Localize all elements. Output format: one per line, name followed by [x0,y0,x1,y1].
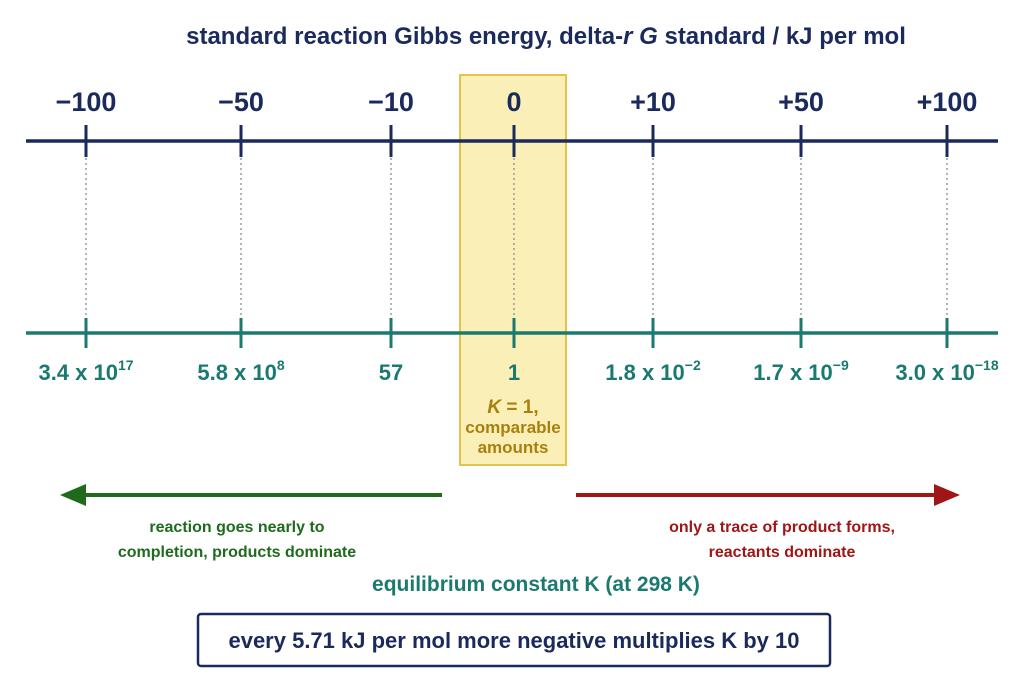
left-note-line2: completion, products dominate [118,544,356,561]
k-value-mantissa: 57 [379,360,403,385]
title-g-symbol: G [639,23,658,50]
k-value-label: 5.8 x 108 [197,357,285,385]
delta-g-tick-label: −50 [218,87,264,117]
k-value-mantissa: 3.4 x 10 [38,360,118,385]
delta-g-tick-label: +100 [917,87,978,117]
delta-g-tick-label: −10 [368,87,414,117]
summary-text: every 5.71 kJ per mol more negative mult… [228,628,799,653]
k-value-exponent: −18 [975,357,999,373]
k-value-exponent: −2 [685,357,701,373]
k-value-label: 1.8 x 10−2 [605,357,701,385]
k-value-mantissa: 1.7 x 10 [753,360,833,385]
k-value-exponent: 8 [277,357,285,373]
delta-g-ticks: −100 −50 −10 0 +10 +50 +100 [56,87,978,157]
k-value-label: 3.4 x 1017 [38,357,133,385]
k-value-mantissa: 1 [508,360,520,385]
diagram-title: standard reaction Gibbs energy, delta-r … [186,23,906,50]
title-suffix: standard / kJ per mol [658,23,906,50]
k-value-exponent: −9 [833,357,849,373]
highlight-note-line1: K = 1, [487,397,538,418]
left-arrow-head [60,484,86,506]
k-value-label: 1 [508,360,520,385]
k-value-label: 57 [379,360,403,385]
highlight-note-line3: amounts [478,438,549,457]
k-value-exponent: 17 [118,357,134,373]
delta-g-tick-label: 0 [506,87,521,117]
k-value-label: 1.7 x 10−9 [753,357,849,385]
right-note-line1: only a trace of product forms, [669,519,895,536]
highlight-k-rest: = 1, [501,397,539,418]
k-value-labels: 3.4 x 1017 5.8 x 108 57 1 1.8 x 10−2 1.7 x 10… [38,357,998,385]
k-ticks [84,318,949,348]
delta-g-tick-label: −100 [56,87,117,117]
k-value-mantissa: 5.8 x 10 [197,360,277,385]
title-prefix: standard reaction Gibbs energy, delta- [186,23,623,50]
title-space [632,23,639,50]
k-axis-title: equilibrium constant K (at 298 K) [372,573,700,596]
left-note-line1: reaction goes nearly to [149,519,324,536]
highlight-k-symbol: K [487,397,502,418]
k-value-mantissa: 1.8 x 10 [605,360,685,385]
highlight-note-line2: comparable [465,418,560,437]
delta-g-tick-label: +10 [630,87,676,117]
k-value-mantissa: 3.0 x 10 [895,360,975,385]
right-note-line2: reactants dominate [709,544,856,561]
k-value-label: 3.0 x 10−18 [895,357,998,385]
summary-box [196,612,832,668]
title-r-subscript: r [623,23,634,50]
right-arrow-head [934,484,960,506]
connector-lines [85,158,948,318]
delta-g-tick-label: +50 [778,87,824,117]
